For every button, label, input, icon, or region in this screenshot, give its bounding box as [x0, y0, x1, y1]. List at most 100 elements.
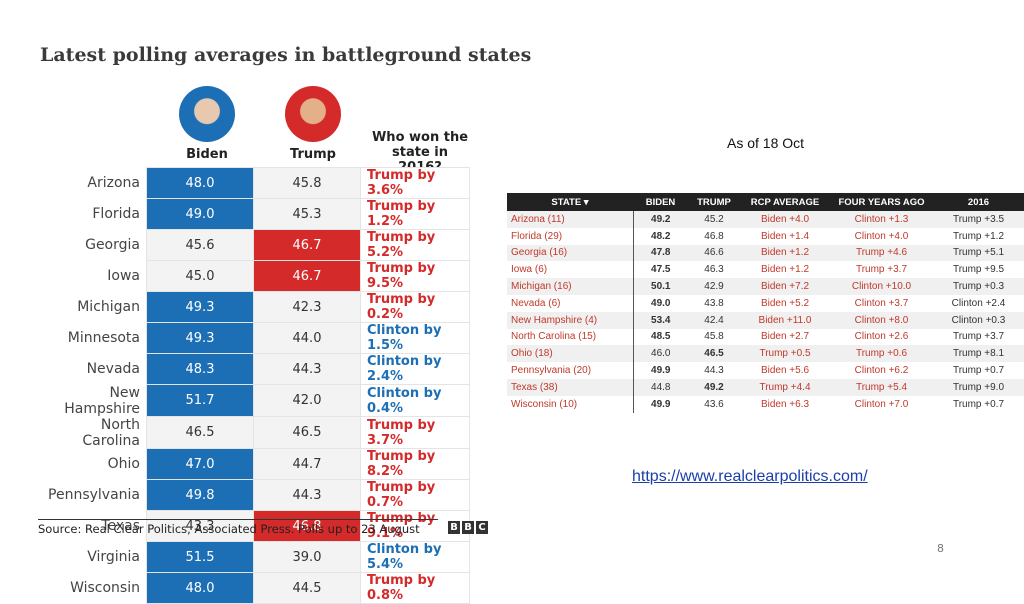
biden-value: 48.3: [146, 353, 254, 385]
header: Trump: [290, 147, 336, 162]
biden-value: 49.0: [651, 297, 671, 309]
winner-2016: Clinton by 0.4%: [360, 384, 470, 417]
trump-value: 44.3: [704, 365, 724, 377]
rcp-average: Biden +1.4: [760, 230, 810, 242]
note: As of 18 Oct: [727, 135, 805, 151]
biden-value: 48.0: [146, 167, 254, 199]
trump-value: 42.3: [253, 291, 361, 323]
state: Ohio (18): [507, 345, 634, 363]
trump-value: 46.8: [704, 230, 724, 242]
logo-letter: C: [476, 521, 488, 534]
state: Nevada (6): [507, 294, 634, 312]
state: Pennsylvania: [40, 479, 147, 511]
state: Arizona: [40, 167, 147, 199]
column-header: TRUMP: [688, 193, 740, 211]
row: Florida 49.0 45.3 Trump by 1.2%: [40, 198, 470, 230]
winner-2016: Trump by 8.2%: [360, 448, 470, 480]
column-header: 2016: [933, 193, 1024, 211]
trump-value: 44.5: [253, 572, 361, 604]
source-link[interactable]: https://www.realclearpolitics.com/: [632, 468, 868, 485]
trump-value: 46.8: [253, 510, 361, 542]
trump-value: 44.3: [253, 479, 361, 511]
row: Arizona 48.0 45.8 Trump by 3.6%: [40, 167, 470, 199]
biden-value: 49.8: [146, 479, 254, 511]
biden-value: 44.8: [633, 378, 688, 396]
biden-value: 47.5: [651, 264, 671, 276]
row: Iowa (6) 47.5 46.3 Biden +1.2 Trump +3.7 Trum…: [507, 261, 1024, 279]
winner-2016: Trump by 1.2%: [360, 198, 470, 230]
result-2016: Trump +1.2: [952, 230, 1005, 242]
biden-value: 49.2: [633, 211, 688, 228]
state: Florida: [40, 198, 147, 230]
trump-value: 45.2: [688, 211, 740, 228]
row: Ohio 47.0 44.7 Trump by 8.2%: [40, 448, 470, 480]
result-2016: Clinton +2.4: [951, 297, 1006, 309]
result-2016: Trump +5.1: [933, 244, 1024, 262]
row: Texas 43.3 46.8 Trump by 9.1%: [40, 510, 470, 542]
polling-table: Arizona 48.0 45.8 Trump by 3.6% Florida 49.0 4…: [40, 167, 470, 604]
rcp-average: Biden +11.0: [740, 311, 830, 329]
four-years-ago: Clinton +8.0: [830, 311, 933, 329]
state: New Hampshire: [40, 384, 147, 417]
row: Nevada 48.3 44.3 Clinton by 2.4%: [40, 353, 470, 385]
row: Michigan 49.3 42.3 Trump by 0.2%: [40, 291, 470, 323]
state: Michigan (16): [507, 278, 634, 295]
winner-2016: Trump by 5.2%: [360, 229, 470, 261]
result-2016: Clinton +0.3: [933, 311, 1024, 329]
biden-value: 53.4: [633, 311, 688, 329]
row: Texas (38) 44.8 49.2 Trump +4.4 Trump +5.4 Tr…: [507, 378, 1024, 396]
biden-value: 48.2: [651, 230, 671, 242]
trump-value: 49.2: [688, 378, 740, 396]
biden-value: 50.1: [633, 278, 688, 295]
state: Texas (38): [507, 378, 634, 396]
trump-value: 46.3: [704, 264, 724, 276]
biden-value: 45.6: [146, 229, 254, 261]
winner-2016: Trump by 0.2%: [360, 291, 470, 323]
rcp-average: Biden +1.2: [740, 244, 830, 262]
trump-value: 44.7: [253, 448, 361, 480]
biden-value: 51.5: [146, 541, 254, 573]
column-header: BIDEN: [633, 193, 688, 211]
result-2016: Trump +0.3: [933, 278, 1024, 295]
four-years-ago: Trump +0.6: [830, 345, 933, 363]
rcp-average: Biden +1.2: [760, 264, 810, 276]
biden-value: 46.5: [146, 416, 254, 449]
row: Pennsylvania (20) 49.9 44.3 Biden +5.6 Clint…: [507, 362, 1024, 379]
trump-photo: [285, 86, 341, 142]
state: Arizona (11): [507, 211, 634, 228]
rcp-average: Biden +5.2: [760, 297, 810, 309]
trump-value: 43.6: [704, 398, 724, 410]
rcp-average: Biden +2.7: [760, 331, 810, 343]
four-years-ago: Clinton +4.0: [854, 230, 909, 242]
state: New Hampshire (4): [507, 311, 634, 329]
trump-value: 45.8: [704, 331, 724, 343]
row: New Hampshire (4) 53.4 42.4 Biden +11.0 Clin…: [507, 311, 1024, 329]
result-2016: Trump +3.5: [933, 211, 1024, 228]
row: Minnesota 49.3 44.0 Clinton by 1.5%: [40, 322, 470, 354]
trump-value: 45.8: [253, 167, 361, 199]
slide: {"left": {"title": "Latest polling avera…: [38, 44, 1024, 604]
state: Iowa: [40, 260, 147, 292]
trump-value: 43.8: [704, 297, 724, 309]
logo-letter: B: [448, 521, 460, 534]
rcp-average: Biden +7.2: [740, 278, 830, 295]
header: Biden: [186, 147, 228, 162]
rcp-average: Trump +0.5: [740, 345, 830, 363]
row: Michigan (16) 50.1 42.9 Biden +7.2 Clinton +…: [507, 278, 1024, 295]
trump-value: 44.0: [253, 322, 361, 354]
row: Wisconsin (10) 49.9 43.6 Biden +6.3 Clinton …: [507, 395, 1024, 413]
trump-value: 46.5: [688, 345, 740, 363]
biden-photo: [179, 86, 235, 142]
biden-value: 49.3: [146, 322, 254, 354]
column-header: STATE ▾: [507, 193, 633, 211]
state: Georgia: [40, 229, 147, 261]
state: North Carolina: [40, 416, 147, 449]
row: Virginia 51.5 39.0 Clinton by 5.4%: [40, 541, 470, 573]
winner-2016: Clinton by 2.4%: [360, 353, 470, 385]
row: North Carolina 46.5 46.5 Trump by 3.7%: [40, 416, 470, 449]
biden-value: 45.0: [146, 260, 254, 292]
result-2016: Trump +9.5: [952, 264, 1005, 276]
rcp-average: Biden +4.0: [740, 211, 830, 228]
state: Iowa (6): [507, 261, 634, 279]
state: Wisconsin (10): [507, 395, 634, 413]
